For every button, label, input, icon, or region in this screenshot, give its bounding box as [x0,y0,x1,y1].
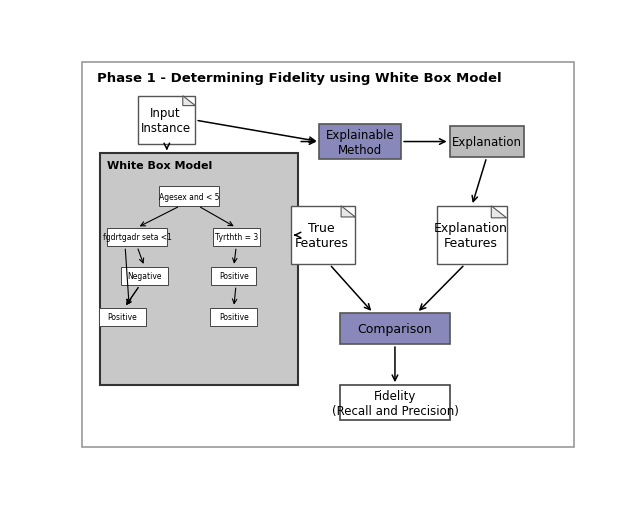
FancyBboxPatch shape [210,308,257,327]
Text: Explainable
Method: Explainable Method [326,128,395,156]
Polygon shape [341,207,355,218]
Text: Positive: Positive [219,313,248,322]
FancyBboxPatch shape [159,187,219,207]
FancyBboxPatch shape [212,228,260,247]
FancyBboxPatch shape [100,154,298,385]
Text: fgdrtgadr seta <1: fgdrtgadr seta <1 [102,233,172,242]
Text: Tyrthth = 3: Tyrthth = 3 [214,233,258,242]
Text: Explanation
Features: Explanation Features [433,222,508,249]
Text: Negative: Negative [127,272,162,281]
FancyBboxPatch shape [340,313,449,344]
FancyBboxPatch shape [437,207,507,265]
Text: Positive: Positive [108,313,137,322]
Text: White Box Model: White Box Model [108,161,212,171]
Text: Comparison: Comparison [358,322,433,335]
FancyBboxPatch shape [108,228,167,247]
FancyBboxPatch shape [211,267,256,286]
FancyBboxPatch shape [121,267,168,286]
Text: Phase 1 - Determining Fidelity using White Box Model: Phase 1 - Determining Fidelity using Whi… [97,72,502,84]
FancyBboxPatch shape [340,385,449,420]
Polygon shape [183,96,195,107]
Text: Agesex and < 5: Agesex and < 5 [159,192,220,201]
FancyBboxPatch shape [291,207,355,265]
Text: Input
Instance: Input Instance [141,107,191,135]
Text: True
Features: True Features [294,222,349,249]
FancyBboxPatch shape [449,127,524,158]
Polygon shape [492,207,507,218]
Text: Positive: Positive [219,272,248,281]
FancyBboxPatch shape [138,96,195,145]
Text: Explanation: Explanation [452,136,522,149]
FancyBboxPatch shape [319,125,401,160]
FancyBboxPatch shape [99,308,146,327]
Text: Fidelity
(Recall and Precision): Fidelity (Recall and Precision) [332,389,458,417]
